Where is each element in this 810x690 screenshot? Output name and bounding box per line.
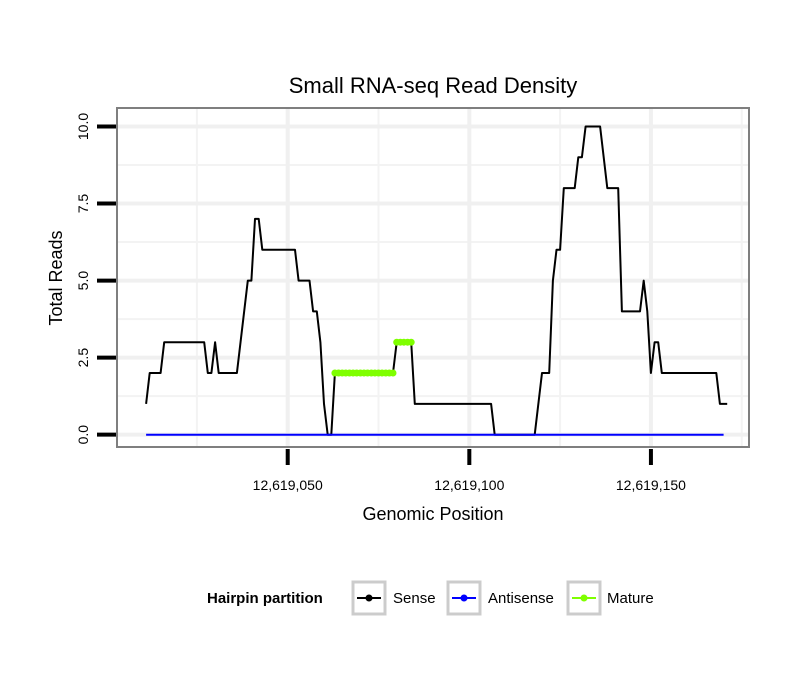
y-tick-label: 0.0 (75, 425, 91, 445)
plot-panel (116, 107, 750, 448)
legend-label: Mature (607, 590, 654, 607)
y-tick-label: 10.0 (75, 113, 91, 140)
x-tick-label: 12,619,050 (253, 477, 323, 493)
y-tick-label: 7.5 (75, 194, 91, 214)
x-axis-title: Genomic Position (362, 504, 503, 524)
grid (117, 108, 749, 447)
data-point-mature (407, 338, 415, 346)
legend: Hairpin partition Sense Antisense Mature (207, 580, 654, 616)
legend-key-point (460, 594, 468, 602)
y-tick-label: 2.5 (75, 348, 91, 368)
legend-item-mature: Mature (566, 580, 654, 616)
legend-key-point (365, 594, 373, 602)
chart-title: Small RNA-seq Read Density (289, 73, 578, 98)
legend-label: Sense (393, 590, 436, 607)
data-point-mature (389, 369, 397, 377)
legend-item-sense: Sense (351, 580, 436, 616)
legend-item-antisense: Antisense (446, 580, 554, 616)
y-tick-label: 5.0 (75, 271, 91, 291)
y-axis-title: Total Reads (46, 230, 66, 325)
legend-title: Hairpin partition (207, 590, 323, 607)
legend-key-point (580, 594, 588, 602)
x-tick-label: 12,619,150 (616, 477, 686, 493)
y-axis: 0.0 2.5 5.0 7.5 10.0 (75, 113, 116, 445)
x-axis: 12,619,050 12,619,100 12,619,150 (253, 449, 686, 493)
series-line-sense (145, 125, 728, 436)
x-tick-label: 12,619,100 (434, 477, 504, 493)
legend-label: Antisense (488, 590, 554, 607)
series-layer (145, 125, 728, 436)
plot-border (116, 107, 750, 448)
